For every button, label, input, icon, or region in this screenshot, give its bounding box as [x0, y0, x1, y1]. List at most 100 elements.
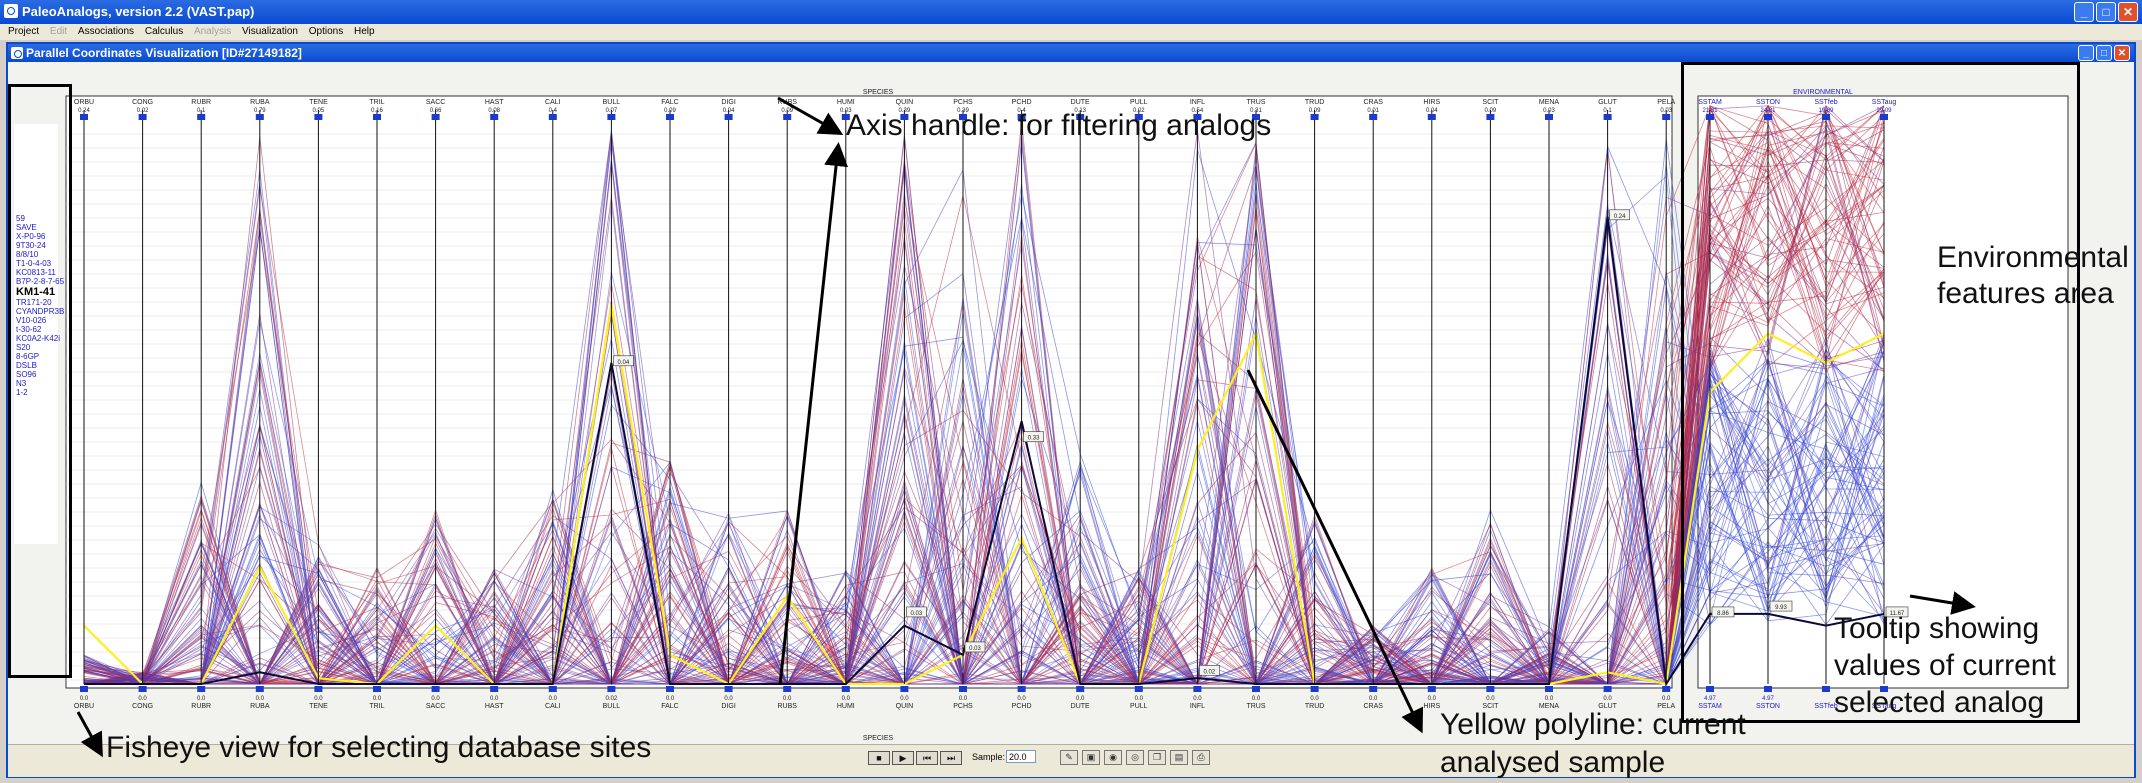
axis-max-value: 0.08: [488, 108, 500, 114]
copy-icon[interactable]: ❐: [1148, 750, 1166, 765]
maximize-button[interactable]: □: [2096, 2, 2116, 22]
sample-label: Sample:: [972, 752, 1006, 762]
axis-max-value: 0.39: [899, 108, 911, 114]
play-button[interactable]: ▶: [892, 751, 914, 765]
save-icon[interactable]: ▤: [1170, 750, 1188, 765]
axis-min-value: 0.0: [1603, 696, 1612, 702]
fisheye-item[interactable]: 9T30-24: [16, 241, 46, 250]
fisheye-item[interactable]: 1-2: [16, 388, 28, 397]
axis-name: TRUD: [1305, 99, 1324, 106]
fisheye-item[interactable]: V10-026: [16, 316, 47, 325]
fisheye-item[interactable]: 8/8/10: [16, 250, 39, 259]
axis-handle-top: [1369, 114, 1378, 120]
menu-item-help[interactable]: Help: [354, 26, 375, 37]
axis-handle-top: [1252, 114, 1260, 120]
axis-max-value: 0.03: [1660, 108, 1672, 114]
camera-icon[interactable]: ◉: [1104, 750, 1122, 765]
axis-handle-top: [1486, 114, 1495, 120]
axis-min-value: 0.0: [1135, 696, 1144, 702]
fisheye-item[interactable]: CYANDPR3B: [16, 307, 65, 316]
fisheye-item[interactable]: S20: [16, 343, 31, 352]
fisheye-item[interactable]: t-30-62: [16, 325, 42, 334]
analog-polyline: [83, 104, 1885, 685]
axis-handle-bottom: [255, 686, 264, 692]
minimize-button[interactable]: _: [2074, 2, 2094, 22]
analog-polyline: [83, 130, 1885, 685]
wrench-icon[interactable]: ✎: [1060, 750, 1078, 765]
axis-handle-top: [138, 114, 147, 120]
fisheye-item[interactable]: T1-0-4-03: [16, 259, 52, 268]
axis-min-value: 0.0: [842, 696, 851, 702]
child-minimize-button[interactable]: _: [2078, 45, 2094, 61]
axis-name: INFL: [1190, 99, 1205, 106]
fisheye-item[interactable]: KC0813-11: [16, 268, 56, 277]
env-axis-handle-bottom: [1764, 686, 1772, 692]
axis-min-value: 0.0: [724, 696, 733, 702]
axis-name-bottom: SCIT: [1482, 703, 1499, 710]
menu-item-calculus[interactable]: Calculus: [144, 26, 184, 37]
axis-name: DUTE: [1071, 99, 1090, 106]
axis-name-bottom: DUTE: [1071, 703, 1090, 710]
env-axis-name: SSTaug: [1872, 99, 1897, 106]
fisheye-site-list[interactable]: 59 SAVE X-P0-96 9T30-24 8/8/10 T1-0-4-03…: [16, 214, 64, 397]
axis-max-value: 0.09: [664, 108, 676, 114]
fisheye-item[interactable]: 59: [16, 214, 25, 223]
axis-handle-top: [373, 114, 381, 120]
axis-handle-top: [1603, 114, 1612, 120]
axis-name-bottom: CONG: [132, 703, 153, 710]
sample-input[interactable]: [1006, 750, 1036, 763]
axis-name-bottom: ORBU: [74, 703, 94, 710]
env-axis-handle-top: [1822, 114, 1830, 120]
axis-max-value: 0.09: [781, 108, 793, 114]
axis-handle-bottom: [1369, 686, 1378, 692]
analog-polyline: [84, 144, 1885, 685]
fisheye-item[interactable]: 8-6GP: [16, 352, 40, 361]
stop-button[interactable]: ■: [868, 751, 890, 765]
axis-handle-bottom: [724, 686, 733, 692]
axis-min-value: 0.0: [490, 696, 499, 702]
axis-min-value: 0.0: [783, 696, 792, 702]
child-close-button[interactable]: ✕: [2114, 45, 2130, 61]
env-axis-max-value: 24.81: [1760, 108, 1776, 114]
fisheye-item[interactable]: X-P0-96: [16, 232, 46, 241]
axis-handle-top: [900, 114, 909, 120]
camera-icon[interactable]: ◎: [1126, 750, 1144, 765]
pin-icon[interactable]: ▣: [1082, 750, 1100, 765]
fisheye-item[interactable]: TR171-20: [16, 298, 52, 307]
env-axis-name-bottom: SSTfeb: [1814, 703, 1837, 710]
fisheye-item[interactable]: KC0A2-K42i: [16, 334, 61, 343]
axis-max-value: 0.04: [1426, 108, 1438, 114]
fisheye-view[interactable]: [14, 124, 58, 544]
menu-item-project[interactable]: Project: [8, 26, 40, 37]
axis-handle-top: [724, 114, 733, 120]
axis-min-value: 0.0: [1252, 696, 1261, 702]
fisheye-item[interactable]: N3: [16, 379, 27, 388]
fisheye-item[interactable]: DSLB: [16, 361, 37, 370]
child-maximize-button[interactable]: □: [2096, 45, 2112, 61]
app-title: PaleoAnalogs, version 2.2 (VAST.pap): [22, 4, 255, 19]
menu-item-associations[interactable]: Associations: [77, 26, 135, 37]
print-icon[interactable]: ⎙: [1192, 750, 1210, 765]
fisheye-item[interactable]: B7P-2-8-7-65: [16, 277, 65, 286]
rewind-button[interactable]: ⏮: [916, 751, 938, 765]
axis-name-bottom: CALI: [545, 703, 561, 710]
annotation-yellow-polyline: Yellow polyline: current analysed sample: [1440, 708, 1746, 779]
axis-handle-bottom: [548, 686, 557, 692]
forward-button[interactable]: ⏭: [940, 751, 962, 765]
axis-min-value: 0.0: [900, 696, 909, 702]
axis-max-value: 0.4: [549, 108, 558, 114]
close-button[interactable]: ✕: [2118, 2, 2138, 22]
axis-name-bottom: PCHS: [953, 703, 973, 710]
menu-item-visualization[interactable]: Visualization: [242, 26, 298, 37]
axis-handle-bottom: [1545, 686, 1553, 692]
axis-handle-bottom: [959, 686, 967, 692]
parallel-coordinates-plot[interactable]: SPECIES ENVIRONMENTAL SPECIES ORBU 0.24 0.0 OR…: [8, 44, 2134, 744]
fisheye-item-selected[interactable]: KM1-41: [16, 286, 56, 298]
fisheye-item[interactable]: SO96: [16, 370, 37, 379]
fisheye-item[interactable]: SAVE: [16, 223, 37, 232]
annotation-axis-handle: Axis handle: for filtering analogs: [846, 109, 1272, 142]
selected-analog-polyline: [84, 216, 1885, 687]
axis-min-value: 0.0: [314, 696, 323, 702]
tooltip-box: [613, 355, 634, 367]
menu-item-options[interactable]: Options: [308, 26, 344, 37]
